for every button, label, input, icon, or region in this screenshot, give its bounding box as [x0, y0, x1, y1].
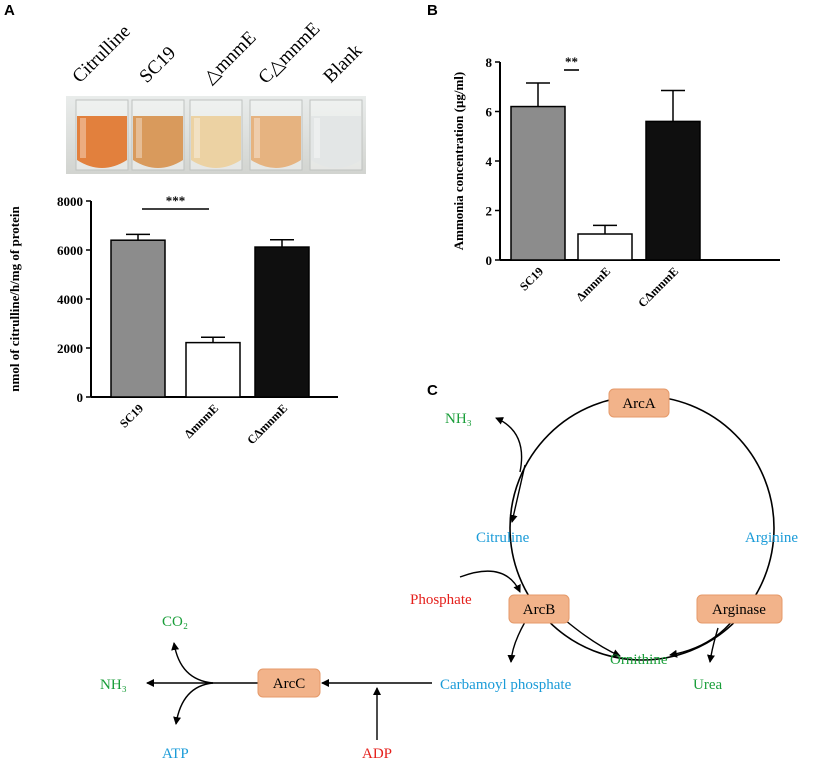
enzyme-arginase: Arginase: [696, 594, 783, 624]
bar-0: [510, 105, 566, 261]
panel-label-a: A: [4, 2, 15, 19]
panel-label-c: C: [427, 382, 438, 399]
svg-text:ArcA: ArcA: [622, 396, 655, 412]
y-tick-label: 4000: [57, 292, 83, 307]
y-tick-label: 8000: [57, 194, 83, 209]
significance-label: ***: [166, 193, 186, 208]
y-tick-label: 0: [77, 390, 84, 405]
tube-1: [131, 99, 185, 171]
tube-photo: [66, 96, 366, 174]
arrow-to-co2: [171, 642, 214, 684]
y-tick-label: 6000: [57, 243, 83, 258]
y-tick-label: 4: [486, 154, 493, 169]
label-atp: ATP: [162, 746, 189, 762]
panel-label-b: B: [427, 2, 438, 19]
arrow-arginase-to-urea: [707, 627, 719, 663]
label-phosphate: Phosphate: [410, 592, 472, 608]
arrow-nh3-release: [495, 417, 523, 473]
label-ornithine: Ornithine: [610, 652, 668, 668]
label-nh3-left: NH₃: [100, 677, 127, 693]
enzyme-arca: ArcA: [608, 388, 670, 418]
arrow-arcb-to-carbamoyl: [507, 621, 526, 663]
label-nh3-top: NH₃: [445, 411, 472, 427]
y-axis-label: Ammonia concentration (μg/ml): [451, 72, 466, 251]
arrow-citruline-entry: [509, 464, 526, 523]
label-adp: ADP: [362, 746, 392, 762]
label-arginine: Arginine: [745, 530, 798, 546]
y-axis-label: nmol of citrulline/h/mg of protein: [7, 206, 22, 392]
y-tick-label: 0: [486, 253, 493, 268]
svg-text:Arginase: Arginase: [712, 602, 766, 618]
label-urea: Urea: [693, 677, 722, 693]
y-tick-label: 6: [486, 105, 493, 120]
arrow-phosphate-in: [459, 570, 521, 593]
arrow-to-atp: [173, 682, 214, 725]
bar-2: [645, 120, 701, 261]
label-citruline: Citruline: [476, 530, 530, 546]
tube-0: [75, 99, 129, 171]
enzyme-arcb: ArcB: [508, 594, 570, 624]
svg-text:ArcC: ArcC: [273, 676, 306, 692]
bar-1: [185, 341, 241, 398]
label-co2: CO₂: [162, 614, 188, 630]
tube-2: [189, 99, 243, 171]
bar-0: [110, 239, 166, 398]
enzyme-arcc: ArcC: [257, 668, 321, 698]
label-carbamoyl-phosphate: Carbamoyl phosphate: [440, 677, 572, 693]
tube-3: [249, 99, 303, 171]
y-tick-label: 2: [486, 204, 493, 219]
y-tick-label: 8: [486, 55, 493, 70]
svg-text:ArcB: ArcB: [523, 602, 556, 618]
bar-1: [577, 233, 633, 261]
arrow-arginase-to-ornithine: [669, 619, 734, 658]
tube-4: [309, 99, 363, 171]
significance-label: **: [565, 54, 578, 69]
bar-2: [254, 246, 310, 398]
y-tick-label: 2000: [57, 341, 83, 356]
arrow-arcb-to-ornithine: [564, 619, 621, 657]
